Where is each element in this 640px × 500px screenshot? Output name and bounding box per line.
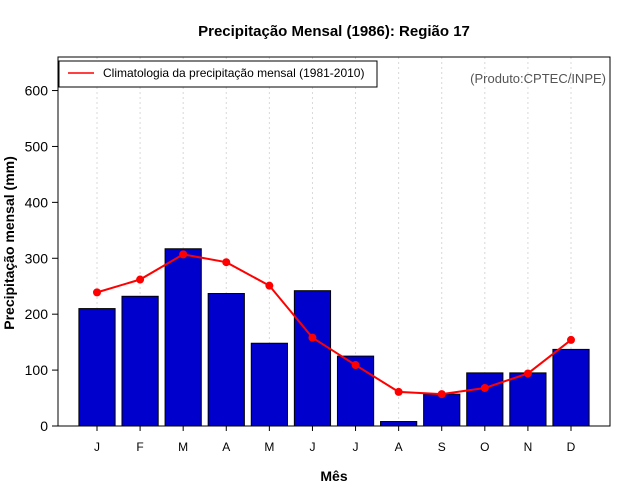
- y-tick-label: 100: [25, 362, 49, 378]
- climatology-line: [96, 253, 572, 396]
- bar-series: [78, 248, 590, 427]
- bar-8: [380, 421, 418, 427]
- source-annotation: (Produto:CPTEC/INPE): [470, 71, 606, 86]
- climatology-point-6: [308, 333, 317, 342]
- grid-lines: [96, 57, 572, 426]
- climatology-point-10: [480, 383, 489, 392]
- y-tick-label: 500: [25, 138, 49, 154]
- bar-1: [78, 308, 116, 427]
- x-tick-label: D: [567, 440, 576, 454]
- climatology-point-4: [222, 258, 231, 267]
- plot-frame: [57, 56, 611, 427]
- climatology-point-11: [523, 369, 532, 378]
- x-tick-label: M: [264, 440, 274, 454]
- y-tick-label: 300: [25, 250, 49, 266]
- climatology-point-3: [179, 250, 188, 259]
- y-tick-label: 600: [25, 83, 49, 99]
- x-tick-label: J: [94, 440, 100, 454]
- chart-title: Precipitação Mensal (1986): Região 17: [198, 23, 470, 40]
- x-tick-label: J: [353, 440, 359, 454]
- y-tick-label: 0: [40, 418, 48, 434]
- x-axis-title: Mês: [320, 468, 347, 484]
- climatology-series: [93, 250, 575, 399]
- climatology-point-8: [394, 387, 403, 396]
- x-tick-label: O: [480, 440, 489, 454]
- bar-3: [164, 248, 202, 427]
- y-tick-label: 200: [25, 306, 49, 322]
- climatology-point-9: [437, 390, 446, 399]
- climatology-point-7: [351, 361, 360, 370]
- bar-10: [466, 372, 504, 427]
- climatology-point-12: [567, 335, 575, 344]
- x-tick-label: J: [309, 440, 315, 454]
- bar-5: [250, 342, 288, 427]
- legend: Climatologia da precipitação mensal (198…: [58, 60, 378, 88]
- legend-entry-climatology: Climatologia da precipitação mensal (198…: [103, 66, 364, 80]
- x-tick-label: N: [524, 440, 533, 454]
- bar-6: [293, 290, 332, 427]
- x-tick-label: A: [395, 440, 403, 454]
- climatology-point-2: [136, 275, 145, 284]
- climatology-point-5: [265, 281, 274, 290]
- bar-11: [509, 372, 547, 427]
- y-axis: 0 100 200 300 400 500 600: [25, 83, 58, 434]
- x-tick-label: S: [438, 440, 446, 454]
- x-tick-label: A: [222, 440, 230, 454]
- x-tick-label: M: [178, 440, 188, 454]
- bar-4: [207, 293, 245, 427]
- x-tick-label: F: [136, 440, 143, 454]
- legend-box: [58, 60, 378, 88]
- bar-9: [423, 393, 461, 427]
- y-tick-label: 400: [25, 194, 49, 210]
- climatology-point-1: [93, 288, 101, 297]
- bar-2: [121, 295, 159, 427]
- y-axis-title: Precipitação mensal (mm): [1, 156, 17, 330]
- bar-12: [552, 348, 590, 427]
